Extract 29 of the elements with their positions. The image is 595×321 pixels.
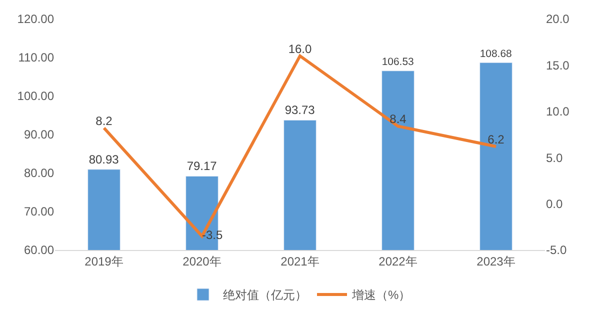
data-label: 106.53 <box>382 57 414 68</box>
y-tick-label: 60.00 <box>24 243 54 258</box>
x-tick-label: 2020年 <box>182 254 222 268</box>
y2-tick-label: 20.0 <box>546 12 570 26</box>
y2-tick-label: 5.0 <box>546 150 564 165</box>
data-label: 6.2 <box>488 132 505 147</box>
data-label: 79.17 <box>186 159 218 174</box>
y-tick-label: 90.00 <box>24 128 54 142</box>
y-tick-label: 70.00 <box>24 204 54 219</box>
legend-label: 绝对值（亿元） <box>223 288 307 302</box>
y-tick-label: 80.00 <box>24 166 54 180</box>
y-tick-label: 120.00 <box>17 12 54 26</box>
y2-tick-label: -5.0 <box>546 243 568 258</box>
y2-tick-label: 0.0 <box>546 197 564 211</box>
legend-label: 增速（%） <box>351 288 411 302</box>
data-label: 93.73 <box>284 103 316 118</box>
y2-tick-label: 10.0 <box>546 104 570 119</box>
data-label: 16.0 <box>288 42 312 56</box>
y2-tick-label: 15.0 <box>546 58 570 72</box>
data-label: 8.4 <box>390 112 407 126</box>
x-tick-label: 2019年 <box>84 254 124 268</box>
data-label: 8.2 <box>96 114 113 128</box>
x-tick-label: 2023年 <box>476 254 516 268</box>
data-label: 108.68 <box>480 48 512 60</box>
x-tick-label: 2021年 <box>280 254 320 268</box>
x-tick-label: 2022年 <box>378 254 418 268</box>
data-label: 80.93 <box>88 152 120 166</box>
y-tick-label: 110.00 <box>18 50 54 65</box>
y-tick-label: 100.00 <box>17 89 54 104</box>
